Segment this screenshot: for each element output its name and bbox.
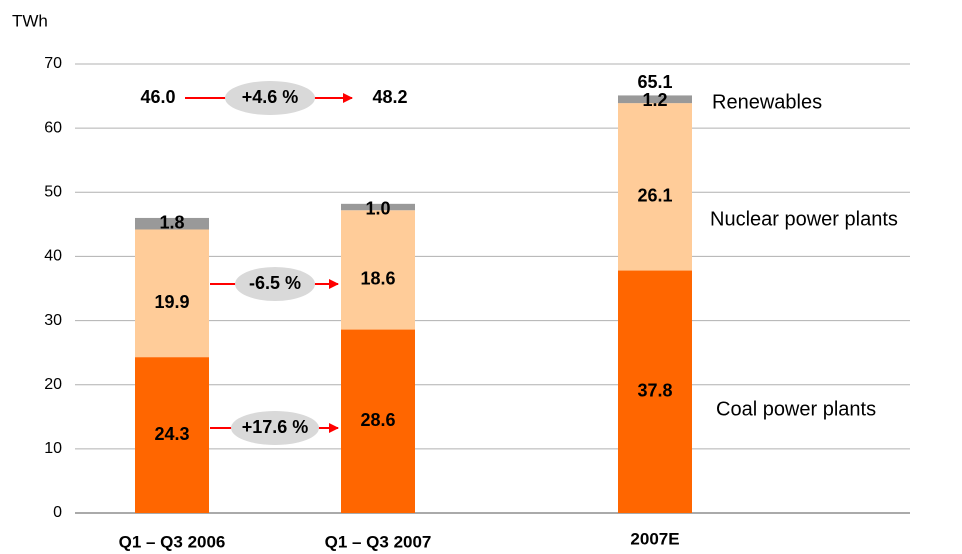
value-label: 18.6: [360, 269, 395, 289]
total-label: 46.0: [140, 87, 175, 107]
bar-segment: [341, 210, 415, 330]
y-tick-label: 20: [44, 376, 62, 393]
bar-segment: [618, 270, 692, 513]
y-tick-label: 30: [44, 312, 62, 329]
legend-label: Coal power plants: [716, 398, 876, 420]
y-tick-label: 40: [44, 248, 62, 265]
value-label: 28.6: [360, 410, 395, 430]
x-tick-label: Q1 – Q3 2006: [119, 532, 226, 551]
value-label: 24.3: [154, 424, 189, 444]
bar-segment: [341, 203, 415, 211]
value-label: 26.1: [637, 186, 672, 206]
annotation: +17.6 %: [242, 417, 309, 437]
legend-label: Nuclear power plants: [710, 208, 898, 230]
value-label: 19.9: [154, 292, 189, 312]
bar-segment: [135, 229, 209, 358]
value-label: 1.8: [159, 213, 184, 233]
total-label: 48.2: [372, 87, 407, 107]
total-label: 65.1: [637, 72, 672, 92]
y-tick-label: 10: [44, 440, 62, 457]
y-tick-label: 60: [44, 119, 62, 136]
x-tick-label: Q1 – Q3 2007: [325, 532, 432, 551]
value-label: 37.8: [637, 381, 672, 401]
value-label: 1.2: [642, 90, 667, 110]
y-axis-label: TWh: [12, 11, 48, 30]
y-tick-label: 50: [44, 184, 62, 201]
bar-segment: [618, 95, 692, 104]
y-tick-label: 70: [44, 55, 62, 72]
bar-segment: [135, 217, 209, 230]
legend-label: Renewables: [712, 91, 822, 113]
bar-segment: [135, 357, 209, 513]
annotation-bubble: [225, 81, 315, 115]
y-tick-label: 0: [53, 504, 62, 521]
annotation-bubble: [231, 411, 319, 445]
bar-segment: [341, 329, 415, 513]
bar-segment: [618, 103, 692, 271]
annotation: +4.6 %: [242, 87, 299, 107]
annotation-bubble: [235, 267, 315, 301]
value-label: 1.0: [365, 199, 390, 219]
x-tick-label: 2007E: [630, 529, 679, 548]
annotation: -6.5 %: [249, 273, 301, 293]
